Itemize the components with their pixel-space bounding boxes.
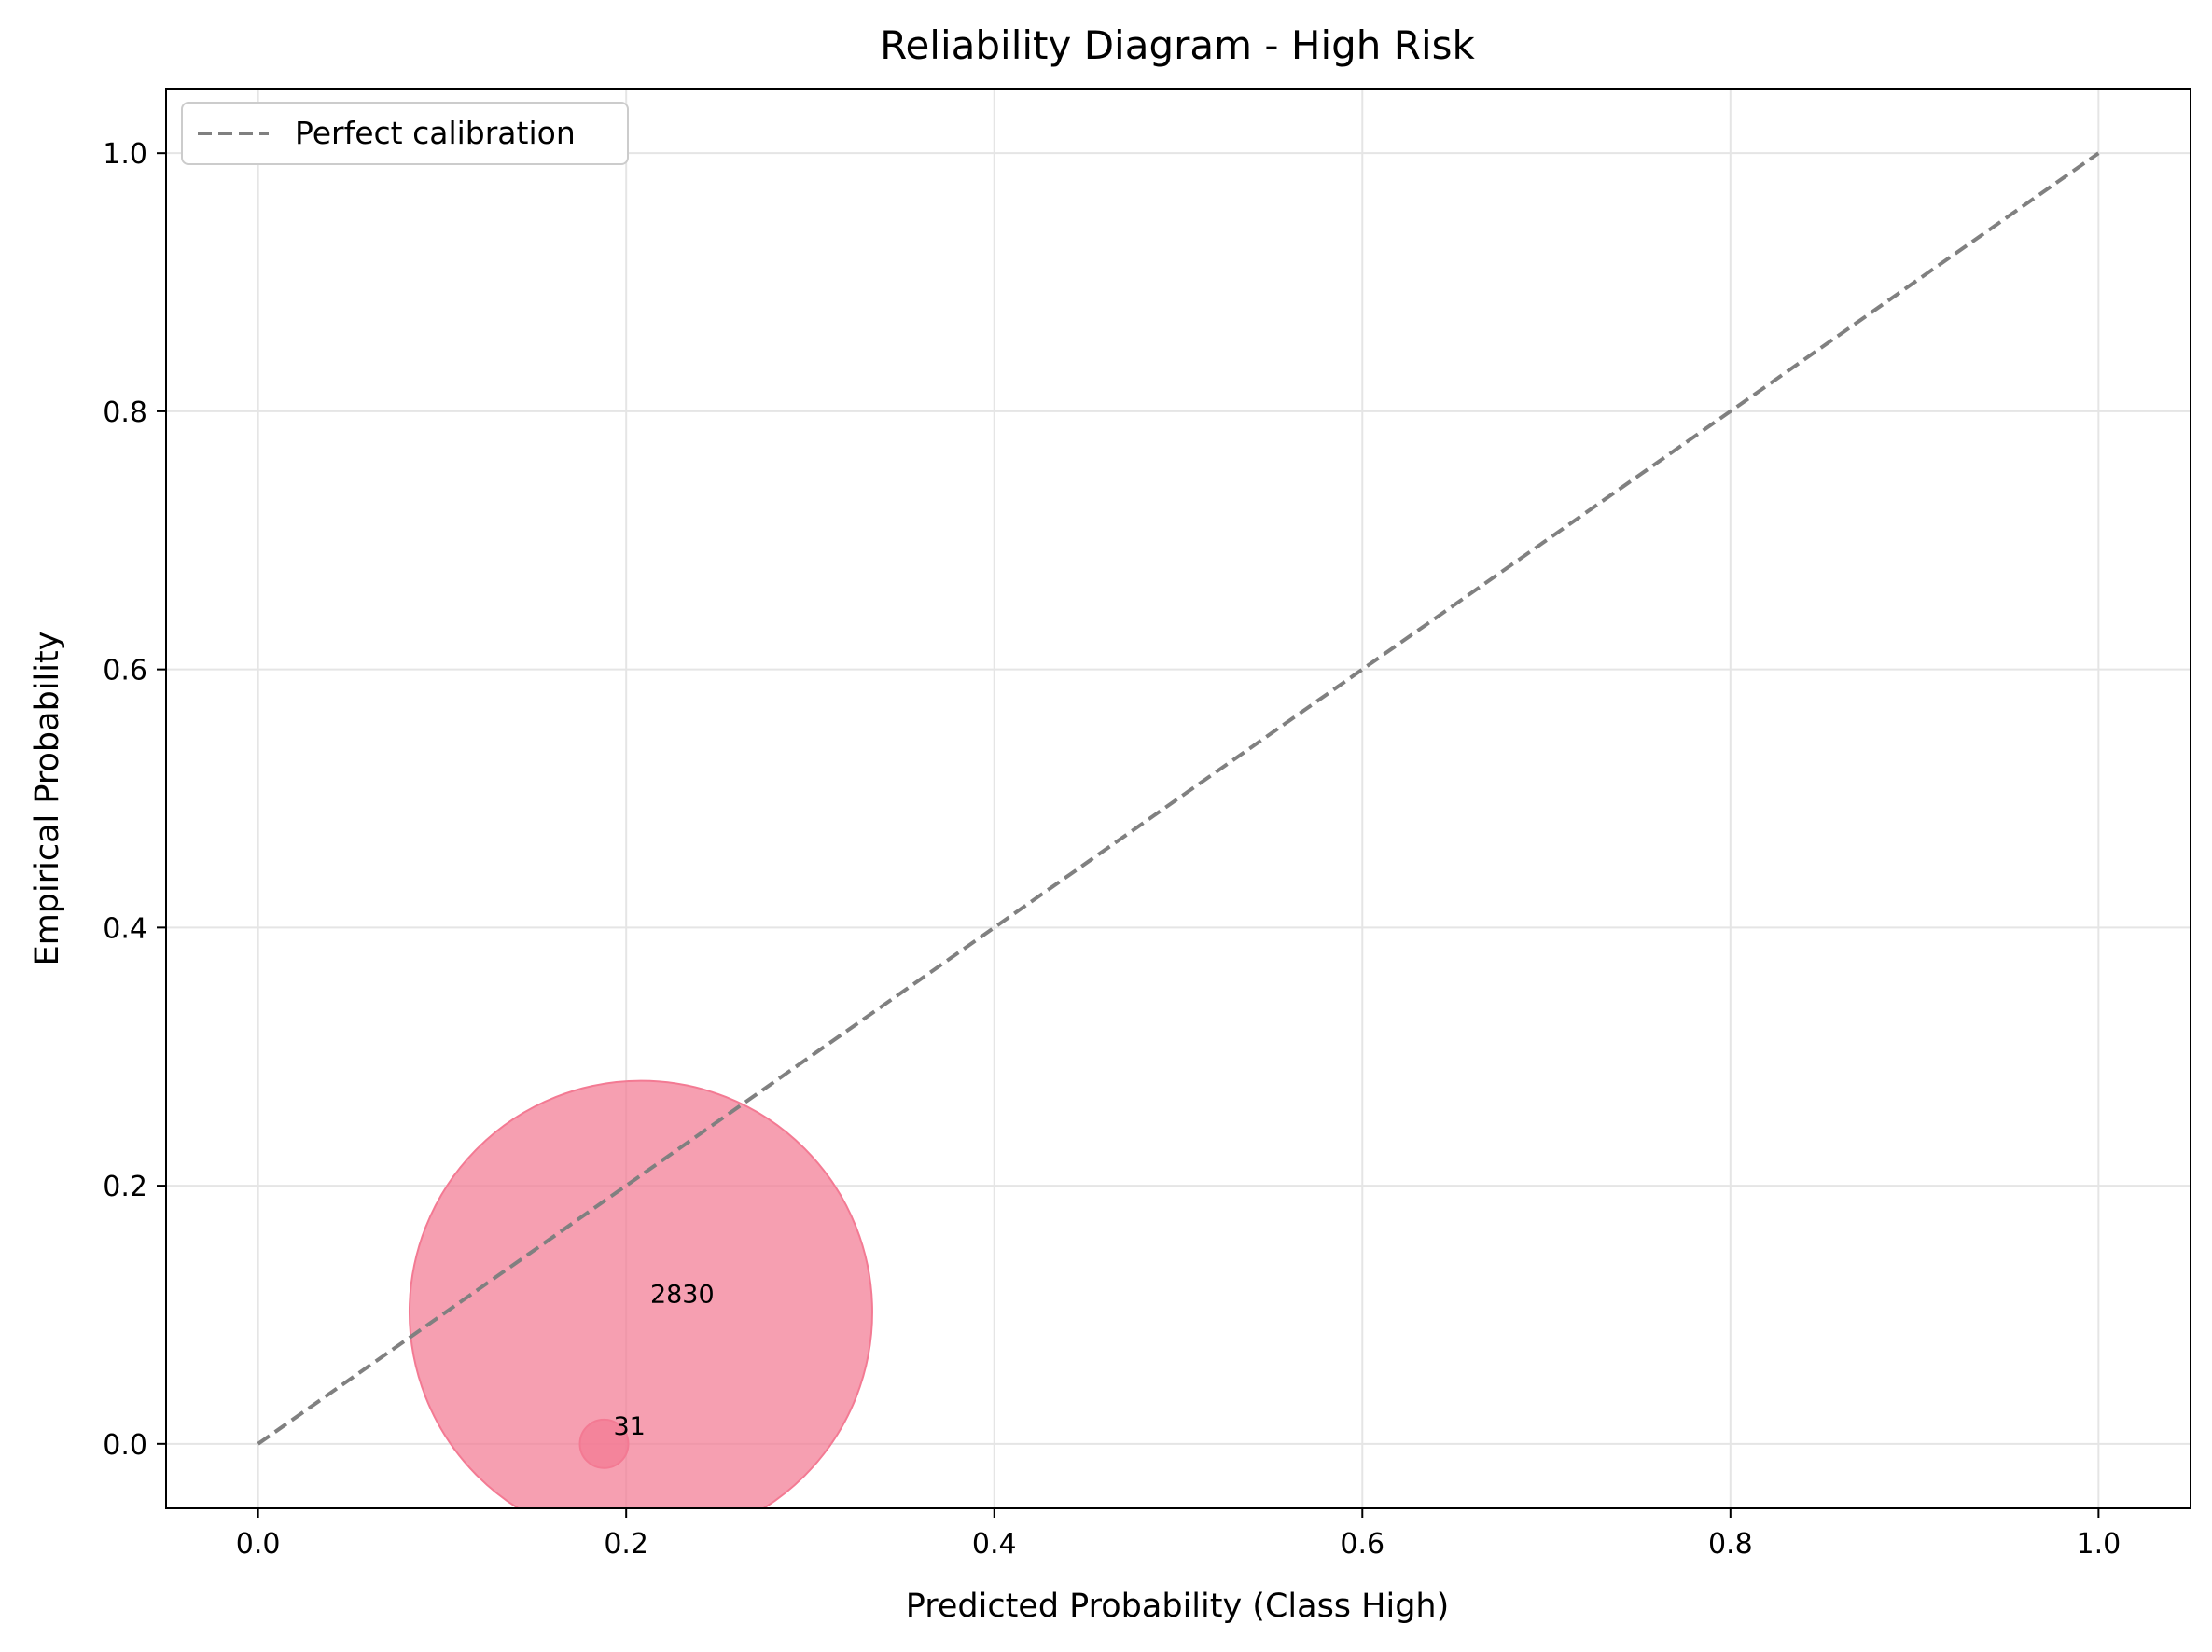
y-tick-label: 0.8 (103, 396, 147, 429)
legend-box (181, 102, 629, 165)
x-axis-label: Predicted Probability (Class High) (906, 1588, 1450, 1625)
x-tick-label: 0.0 (236, 1528, 281, 1561)
legend: Perfect calibration (181, 102, 629, 165)
x-tick-label: 0.6 (1340, 1528, 1384, 1561)
point-count-label: 2830 (650, 1281, 715, 1310)
axis-ticks: 0.0 0.2 0.4 0.6 0.8 1.0 0.0 0.2 0.4 0.6 0.8 1.0 (103, 138, 2121, 1561)
x-tick-label: 0.4 (972, 1528, 1017, 1561)
data-point (578, 1418, 630, 1469)
data-point (409, 1079, 873, 1508)
point-count-label: 31 (614, 1412, 646, 1441)
x-tick-label: 1.0 (2077, 1528, 2122, 1561)
y-tick-label: 0.6 (103, 655, 147, 687)
y-tick-label: 1.0 (103, 138, 147, 171)
y-axis-label: Empirical Probability (29, 632, 66, 966)
perfect-calibration-line (257, 151, 2100, 1446)
plot-frame (165, 88, 2191, 1509)
x-tick-label: 0.8 (1708, 1528, 1753, 1561)
reference-line-group (257, 151, 2100, 1446)
chart-title: Reliability Diagram - High Risk (880, 22, 1475, 68)
point-labels: 2830 31 (614, 1281, 715, 1441)
data-points (409, 1079, 873, 1508)
y-tick-label: 0.0 (103, 1429, 147, 1462)
legend-entry-perfect-calibration: Perfect calibration (295, 115, 576, 151)
x-tick-label: 0.2 (604, 1528, 648, 1561)
y-tick-label: 0.2 (103, 1171, 147, 1203)
y-tick-label: 0.4 (103, 912, 147, 945)
